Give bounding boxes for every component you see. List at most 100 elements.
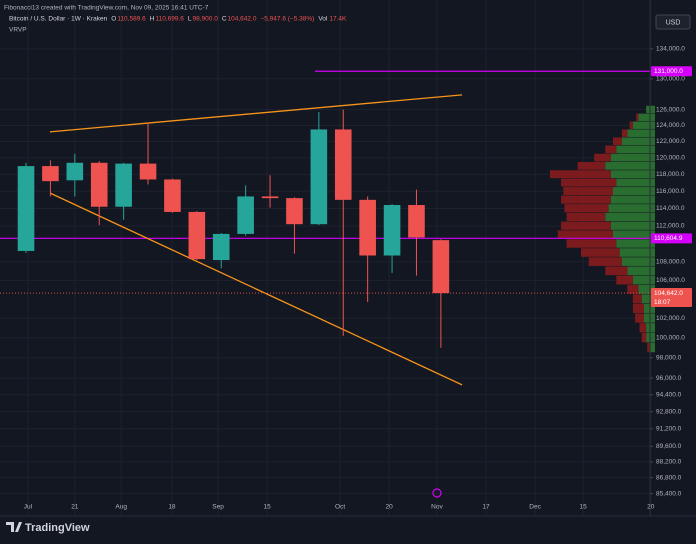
candle-body xyxy=(383,205,401,256)
volume-down xyxy=(613,137,622,146)
volume-up xyxy=(627,129,655,137)
y-tick-label: 122,000.0 xyxy=(656,138,685,145)
legend-value: −5,947.6 (−5.38%) xyxy=(260,16,314,23)
y-tick-label: 96,000.0 xyxy=(656,375,682,382)
volume-down xyxy=(577,161,606,170)
x-tick-label: 18 xyxy=(168,504,176,511)
volume-up xyxy=(616,145,655,154)
y-tick-label: 114,000.0 xyxy=(656,205,685,212)
candle-body xyxy=(139,163,157,180)
volume-down xyxy=(561,178,617,187)
indicator-name: VRVP xyxy=(9,27,27,34)
volume-down xyxy=(627,284,639,294)
candle-body xyxy=(237,196,254,234)
y-tick-label: 106,000.0 xyxy=(656,277,685,284)
candle-body xyxy=(188,211,206,260)
candle-body xyxy=(42,166,59,182)
symbol: Bitcoin / U.S. Dollar · 1W · Kraken xyxy=(9,16,108,23)
volume-down xyxy=(563,187,613,196)
y-tick-label: 98,000.0 xyxy=(656,355,682,362)
y-tick-label: 86,800.0 xyxy=(656,474,682,481)
event-icon[interactable] xyxy=(432,488,442,498)
x-tick-label: Sep xyxy=(212,504,224,511)
last-price-label: 104,642.0 xyxy=(654,290,683,297)
volume-down xyxy=(632,294,642,304)
volume-down xyxy=(641,332,647,343)
volume-up xyxy=(616,239,655,248)
y-tick-label: 118,000.0 xyxy=(656,171,685,178)
volume-down xyxy=(550,170,611,179)
y-tick-label: 126,000.0 xyxy=(656,106,685,113)
volume-down xyxy=(561,195,611,204)
volume-up xyxy=(638,113,655,121)
y-tick-label: 116,000.0 xyxy=(656,188,685,195)
last-price-box xyxy=(651,288,692,308)
x-tick-label: 21 xyxy=(71,504,79,511)
y-tick-label: 102,000.0 xyxy=(656,315,685,322)
x-tick-label: Dec xyxy=(529,504,541,511)
candle-body xyxy=(115,163,132,207)
candle-body xyxy=(164,179,181,212)
x-tick-label: Nov xyxy=(431,504,443,511)
volume-down xyxy=(605,266,628,276)
legend-value: 110,699.6 xyxy=(155,16,184,23)
currency[interactable]: USD xyxy=(666,19,681,26)
legend-value: 104,642.0 xyxy=(228,16,257,23)
legend-value: C xyxy=(222,16,227,23)
volume-up xyxy=(643,303,655,313)
volume-down xyxy=(635,313,644,323)
candle-body xyxy=(17,166,35,251)
y-tick-label: 108,000.0 xyxy=(656,259,685,266)
volume-down xyxy=(557,230,613,239)
brand: TradingView xyxy=(25,522,90,534)
x-tick-label: 20 xyxy=(647,504,655,511)
candle-body xyxy=(334,129,352,200)
x-tick-label: Oct xyxy=(335,504,345,511)
volume-down xyxy=(594,153,611,162)
volume-up xyxy=(621,137,655,146)
x-tick-label: 15 xyxy=(580,504,588,511)
volume-down xyxy=(605,145,617,154)
volume-up xyxy=(643,313,655,323)
y-tick-label: 120,000.0 xyxy=(656,155,685,162)
y-tick-label: 85,400.0 xyxy=(656,490,682,497)
countdown-label: 18:07 xyxy=(654,299,671,306)
ohlc-legend: O 110,589.6 H 110,699.6 L 98,900.0 C 104,642.0−… xyxy=(111,16,347,23)
trend-line xyxy=(49,192,463,386)
volume-down xyxy=(621,129,628,137)
volume-up xyxy=(605,212,655,222)
x-tick-label: 17 xyxy=(482,504,490,511)
legend-value: L xyxy=(188,16,192,23)
volume-up xyxy=(616,178,655,187)
volume-up xyxy=(632,275,655,285)
plot xyxy=(0,70,655,386)
legend-value: 98,900.0 xyxy=(193,16,219,23)
y-tick-label: 94,400.0 xyxy=(656,391,682,398)
legend-value: 17.4K xyxy=(329,16,347,23)
volume-up xyxy=(619,248,655,257)
axes: 134,000.0 130,000.0 126,000.0 124,000.0 122,… xyxy=(24,46,692,511)
price-label-box xyxy=(651,233,692,244)
volume-down xyxy=(580,248,620,257)
trend-line xyxy=(49,94,463,133)
candle-body xyxy=(261,196,279,199)
y-tick-label: 88,200.0 xyxy=(656,459,682,466)
y-tick-label: 112,000.0 xyxy=(656,223,685,230)
volume-up xyxy=(610,195,655,204)
logo xyxy=(6,522,22,532)
volume-up xyxy=(613,187,655,196)
price-label-box xyxy=(651,66,692,77)
volume-up xyxy=(610,221,655,230)
x-tick-label: Aug xyxy=(115,504,127,511)
volume-up xyxy=(641,294,655,304)
volume-down xyxy=(566,212,606,222)
currency-button[interactable] xyxy=(655,14,691,30)
y-tick-label: 130,000.0 xyxy=(656,76,685,83)
y-tick-label: 100,000.0 xyxy=(656,335,685,342)
candle-body xyxy=(359,199,376,256)
legend-value: O xyxy=(111,16,116,23)
price-label: 131,000.0 xyxy=(654,68,683,75)
volume-up xyxy=(638,284,655,294)
logo-icon xyxy=(6,522,22,532)
